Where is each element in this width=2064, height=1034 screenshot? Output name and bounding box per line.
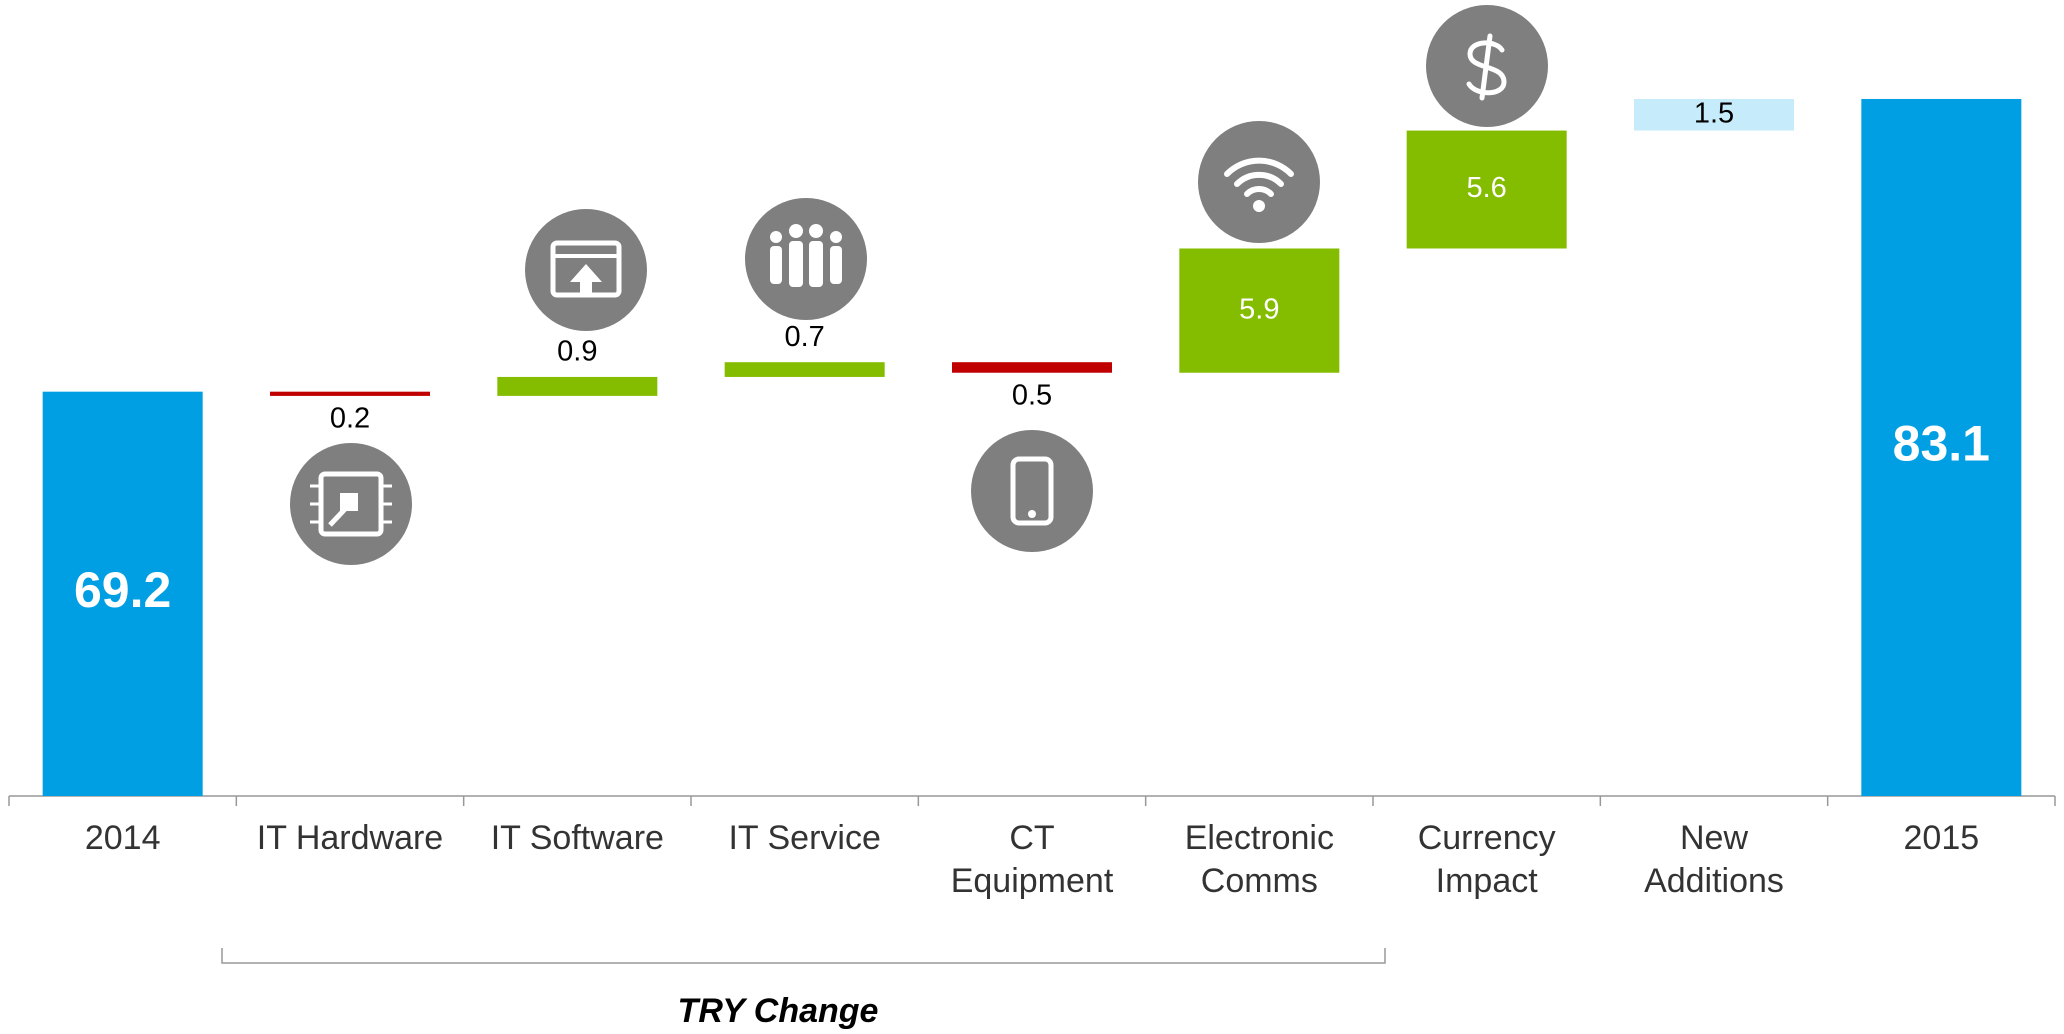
x-tick-label-line: Currency [1418,819,1556,857]
bar [1179,248,1340,373]
hardware-icon [290,443,412,565]
service-icon [745,198,867,320]
data-label: 0.5 [1012,379,1052,411]
phone-icon [971,430,1093,552]
bar [497,376,658,396]
group-bracket [221,948,1386,964]
icons [290,5,1548,565]
x-tick-label: New Additions [1644,819,1784,900]
bar [1634,98,1794,131]
data-label: 0.7 [785,321,825,353]
wifi-icon [1198,121,1320,243]
data-label: 0.2 [330,403,370,435]
x-tick-label-line: Electronic [1185,819,1334,857]
x-tick-label-line: Impact [1436,862,1539,900]
x-tick-label-line: 2014 [85,819,161,857]
x-tick-label: CT Equipment [951,819,1114,900]
x-tick-label-line: Additions [1644,862,1784,900]
x-tick-label-line: CT [1009,819,1054,857]
x-tick-label: IT Hardware [257,819,443,857]
x-tick-label: 2014 [85,819,161,857]
software-icon [525,209,647,331]
x-tick-label-line: IT Software [491,819,664,857]
x-tick-label-line: Comms [1201,862,1318,900]
group-label: TRY Change [678,992,879,1030]
x-tick-label: IT Service [728,819,880,857]
bar [952,362,1112,373]
bar [724,362,885,377]
bar [270,391,430,396]
x-tick-label-line: Equipment [951,862,1114,900]
data-label: 83.1 [1893,416,1990,472]
data-label: 5.9 [1239,293,1279,325]
x-tick-label-line: 2015 [1904,819,1980,857]
x-tick-label-line: New [1680,819,1748,857]
x-tick-label: IT Software [491,819,664,857]
x-tick-label-line: IT Service [728,819,880,857]
data-label: 5.6 [1467,172,1507,204]
bar [1406,130,1567,249]
x-tick-label: Currency Impact [1418,819,1556,900]
x-tick-label: 2015 [1904,819,1980,857]
data-label: 69.2 [74,562,171,618]
currency-icon [1426,5,1548,127]
x-tick-label: Electronic Comms [1185,819,1334,900]
data-label: 1.5 [1694,97,1734,129]
data-label: 0.9 [557,336,597,368]
x-tick-label-line: IT Hardware [257,819,443,857]
bar [42,391,203,796]
bar [1861,98,2022,797]
